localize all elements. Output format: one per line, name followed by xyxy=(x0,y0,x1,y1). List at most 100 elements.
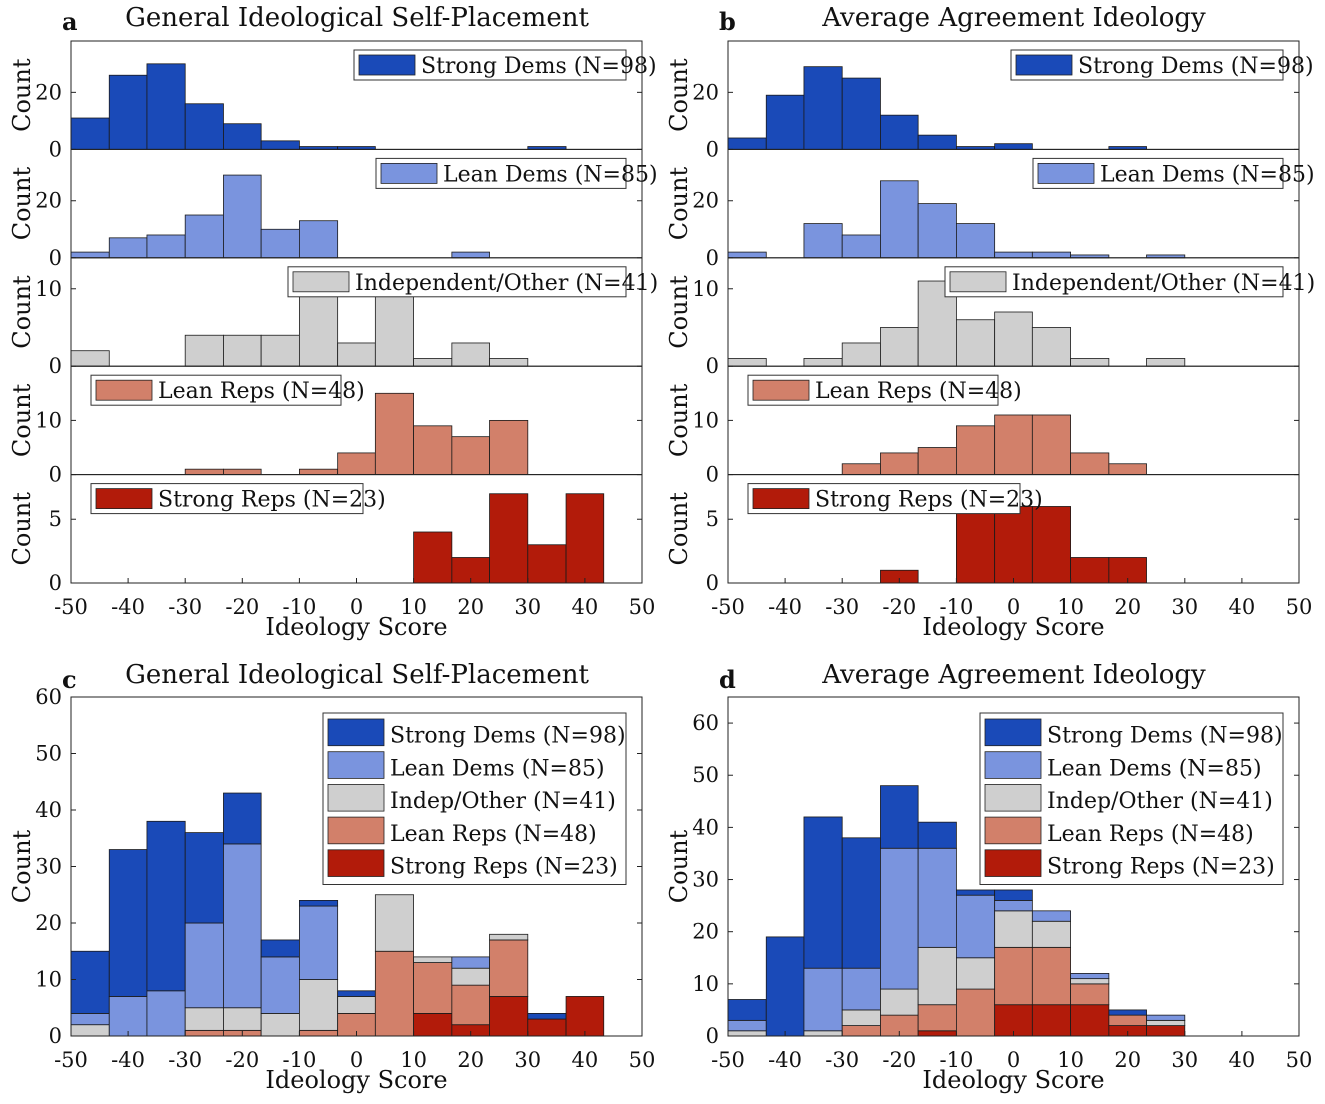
x-tick-label: 40 xyxy=(572,595,599,619)
legend-label: Independent/Other (N=41) xyxy=(355,271,658,296)
panel-d: d Average Agreement Ideology 0 10 20 30 40 50 60… xyxy=(665,660,1312,1094)
y-axis-label: Count xyxy=(8,58,36,132)
y-axis-label: Count xyxy=(665,58,693,132)
subplot-strong_reps: 0 5 Count Strong Reps (N=23) xyxy=(8,474,643,595)
legend-label: Lean Reps (N=48) xyxy=(1047,822,1254,847)
x-tick-label: -10 xyxy=(939,1048,973,1072)
histogram-bar xyxy=(841,234,881,259)
legend-swatch xyxy=(327,816,385,845)
histogram-bar xyxy=(803,358,843,367)
stacked-bar-segment xyxy=(223,1007,262,1031)
stacked-bar-segment xyxy=(298,979,339,1031)
y-axis-label: Count xyxy=(665,167,693,241)
legend: Independent/Other (N=41) xyxy=(287,266,658,298)
x-tick-label: -50 xyxy=(711,1048,745,1072)
y-tick-label: 10 xyxy=(35,277,62,301)
stacked-bar-segment xyxy=(184,832,224,924)
legend-label: Lean Dems (N=85) xyxy=(443,162,658,187)
histogram-bar xyxy=(108,237,148,259)
legend: Independent/Other (N=41) xyxy=(944,266,1315,298)
stacked-bar-segment xyxy=(917,821,957,849)
histogram-bar xyxy=(841,463,881,476)
legend-swatch xyxy=(984,816,1042,845)
stacked-bar-segment xyxy=(223,792,262,845)
y-tick-label: 0 xyxy=(49,1024,62,1048)
y-tick-label: 0 xyxy=(49,246,62,270)
legend-swatch xyxy=(984,784,1042,812)
histogram-bar xyxy=(1031,251,1072,259)
histogram-bar xyxy=(880,452,919,476)
histogram-bar xyxy=(1070,557,1110,584)
histogram-bar xyxy=(374,392,414,475)
panel-title: Average Agreement Ideology xyxy=(821,3,1206,33)
x-tick-label: 20 xyxy=(457,1048,484,1072)
y-tick-label: 40 xyxy=(692,815,719,839)
stacked-bar-segment xyxy=(146,990,186,1037)
legend-swatch xyxy=(984,751,1042,779)
histogram-bar xyxy=(994,311,1033,367)
x-tick-label: 10 xyxy=(1057,1048,1084,1072)
histogram-bar xyxy=(451,251,490,259)
x-tick-label: -20 xyxy=(882,595,916,619)
y-tick-label: 10 xyxy=(692,972,719,996)
panel-title: General Ideological Self-Placement xyxy=(125,660,589,690)
x-tick-label: -30 xyxy=(168,595,202,619)
x-tick-label: -40 xyxy=(111,1048,145,1072)
legend-label: Lean Reps (N=48) xyxy=(390,822,597,847)
histogram-bar xyxy=(70,350,110,367)
y-tick-label: 20 xyxy=(35,80,62,104)
legend-swatch xyxy=(380,162,438,184)
stacked-bar-segment xyxy=(70,950,110,1014)
x-tick-label: 40 xyxy=(1229,595,1256,619)
stacked-bar-segment xyxy=(413,1013,453,1037)
histogram-bar xyxy=(841,77,881,150)
stacked-bar-segment xyxy=(994,946,1033,1006)
x-tick-label: 30 xyxy=(1171,1048,1198,1072)
histogram-bar xyxy=(223,334,262,367)
histogram-bar xyxy=(223,174,262,259)
legend-label: Strong Reps (N=23) xyxy=(158,488,386,513)
legend: Strong Dems (N=98) Lean Dems (N=85) Indep/… xyxy=(979,712,1284,885)
legend-label: Strong Dems (N=98) xyxy=(1078,54,1314,79)
x-tick-label: 20 xyxy=(1114,595,1141,619)
y-axis-label: Count xyxy=(8,829,36,903)
histogram-bar xyxy=(70,117,110,150)
stacked-bar-segment xyxy=(727,1030,767,1037)
y-tick-label: 20 xyxy=(692,189,719,213)
stacked-bar-segment xyxy=(917,946,957,1006)
panel-letter: d xyxy=(719,665,736,694)
y-tick-label: 10 xyxy=(35,968,62,992)
histogram-bar xyxy=(994,251,1033,259)
stacked-bar-segment xyxy=(374,894,414,952)
x-tick-label: 40 xyxy=(572,1048,599,1072)
y-tick-label: 20 xyxy=(692,80,719,104)
legend-label: Lean Reps (N=48) xyxy=(815,379,1022,404)
stacked-bar-segment xyxy=(917,1030,957,1037)
histogram-bar xyxy=(451,436,490,476)
histogram-bar xyxy=(184,468,224,475)
histogram-bar xyxy=(1070,358,1110,367)
x-tick-label: -20 xyxy=(882,1048,916,1072)
stacked-bar-segment xyxy=(880,988,919,1016)
stacked-bar-segment xyxy=(1031,920,1072,948)
stacked-bar-segment xyxy=(298,900,339,907)
histogram-bar xyxy=(880,180,919,259)
x-tick-label: 10 xyxy=(1057,595,1084,619)
y-tick-label: 5 xyxy=(706,507,719,531)
stacked-bar-segment xyxy=(803,1030,843,1037)
stacked-bar-segment xyxy=(489,939,529,997)
histogram-bar xyxy=(374,288,414,367)
stacked-bar-segment xyxy=(565,996,605,1037)
y-tick-label: 0 xyxy=(49,463,62,487)
legend-label: Indep/Other (N=41) xyxy=(1047,789,1273,814)
x-tick-label: -30 xyxy=(825,1048,859,1072)
legend-swatch xyxy=(984,718,1042,747)
y-tick-label: 60 xyxy=(692,711,719,735)
stacked-bar-segment xyxy=(841,967,881,1011)
stacked-bar-segment xyxy=(1070,973,1110,980)
stacked-bar-segment xyxy=(184,1007,224,1031)
y-tick-label: 50 xyxy=(692,763,719,787)
